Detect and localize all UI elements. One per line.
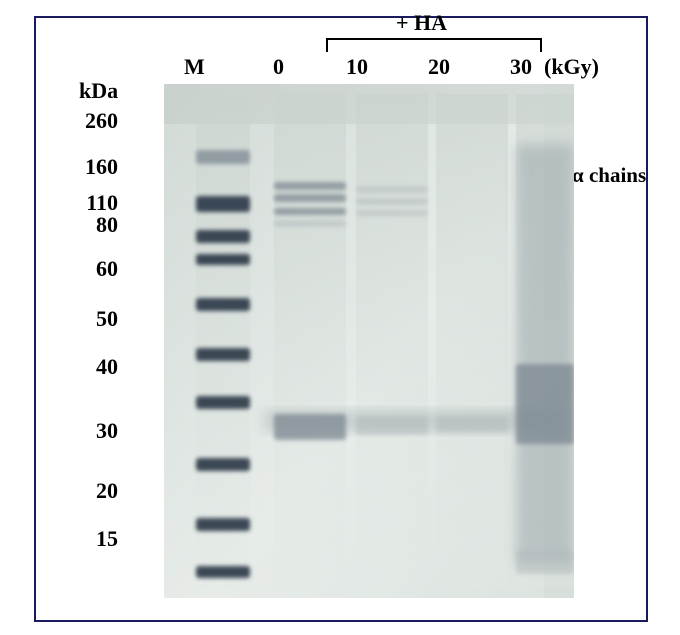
lane-label-30: 30 <box>510 54 532 80</box>
ha-treatment-label: + HA <box>396 10 447 36</box>
lane-label-marker: M <box>184 54 205 80</box>
ha-bracket-line <box>326 38 542 40</box>
gel-image <box>164 84 574 598</box>
mw-label-40: 40 <box>96 354 118 380</box>
mw-label-80: 80 <box>96 212 118 238</box>
gel-svg <box>164 84 574 598</box>
mw-label-15: 15 <box>96 526 118 552</box>
mw-label-30: 30 <box>96 418 118 444</box>
ha-bracket-right-tick <box>540 38 542 52</box>
lane-label-0: 0 <box>273 54 284 80</box>
mw-label-50: 50 <box>96 306 118 332</box>
figure-frame: + HA M 0 10 20 30 (kGy) kDa 260 160 110 … <box>34 16 648 622</box>
mw-label-160: 160 <box>85 154 118 180</box>
kda-axis-label: kDa <box>79 78 118 104</box>
dose-unit-label: (kGy) <box>544 54 599 80</box>
mw-label-260: 260 <box>85 108 118 134</box>
mw-label-60: 60 <box>96 256 118 282</box>
ha-bracket-left-tick <box>326 38 328 52</box>
lane-label-20: 20 <box>428 54 450 80</box>
lane-label-10: 10 <box>346 54 368 80</box>
mw-label-20: 20 <box>96 478 118 504</box>
alpha-chains-label: α chains <box>572 163 646 188</box>
